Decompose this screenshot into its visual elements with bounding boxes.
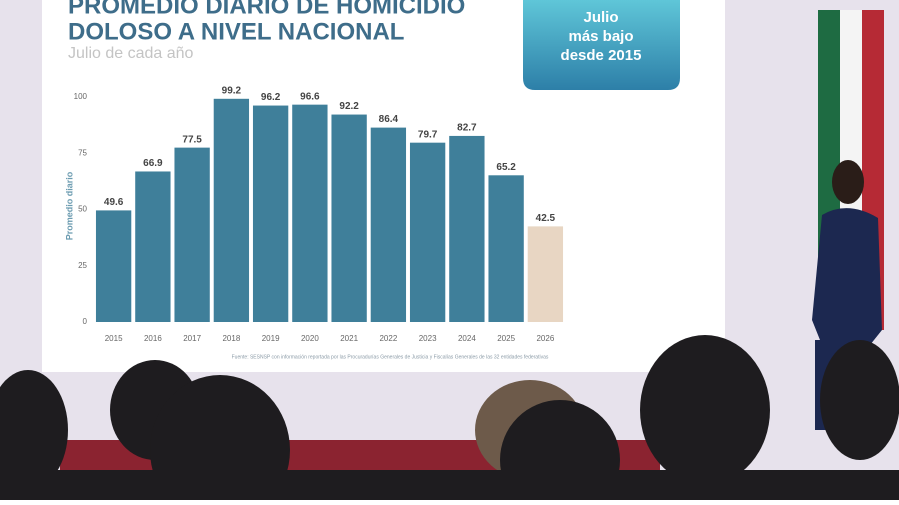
- x-tick-label: 2016: [144, 334, 162, 343]
- bar: [213, 98, 250, 322]
- x-tick-label: 2021: [340, 334, 358, 343]
- value-label: 79.7: [418, 129, 438, 140]
- value-label: 49.6: [104, 197, 124, 208]
- value-label: 86.4: [379, 114, 399, 125]
- y-tick-label: 100: [74, 92, 88, 101]
- audience: [0, 335, 899, 505]
- bar: [449, 135, 485, 322]
- chart-title: PROMEDIO DIARIO DE HOMICIDIO: [68, 0, 465, 19]
- y-axis-label: Promedio diario: [64, 171, 74, 240]
- x-tick-label: 2015: [105, 334, 123, 343]
- bar: [95, 210, 132, 322]
- bar: [409, 142, 446, 322]
- bar: [331, 114, 367, 322]
- x-tick-label: 2026: [536, 334, 554, 343]
- callout-text: más bajo: [568, 28, 633, 45]
- value-label: 77.5: [182, 134, 202, 145]
- bar: [370, 127, 407, 322]
- value-label: 96.2: [261, 92, 281, 103]
- value-label: 99.2: [222, 85, 242, 96]
- bar: [252, 105, 289, 322]
- y-tick-label: 25: [78, 261, 87, 270]
- bar: [135, 171, 171, 322]
- x-tick-label: 2019: [262, 334, 280, 343]
- bar: [174, 147, 210, 322]
- bar: [488, 175, 524, 322]
- y-tick-label: 0: [83, 317, 88, 326]
- bar: [292, 104, 328, 323]
- value-label: 65.2: [496, 162, 516, 173]
- x-tick-label: 2023: [419, 334, 437, 343]
- value-label: 92.2: [339, 101, 359, 112]
- x-tick-label: 2017: [183, 334, 201, 343]
- value-label: 42.5: [536, 213, 556, 224]
- speaker-head: [832, 160, 864, 204]
- callout-box: [523, 0, 680, 90]
- x-tick-label: 2022: [379, 334, 397, 343]
- speaker-body: [812, 208, 882, 345]
- x-tick-label: 2020: [301, 334, 319, 343]
- chart-subtitle: Julio de cada año: [68, 45, 194, 62]
- source-note: Fuente: SESNSP con información reportada…: [232, 354, 549, 360]
- chart-title: DOLOSO A NIVEL NACIONAL: [68, 18, 404, 45]
- callout-text: desde 2015: [561, 47, 642, 64]
- bar: [527, 226, 564, 322]
- value-label: 82.7: [457, 123, 477, 134]
- value-label: 96.6: [300, 91, 320, 102]
- value-label: 66.9: [143, 158, 163, 169]
- x-tick-label: 2018: [222, 334, 240, 343]
- x-tick-label: 2025: [497, 334, 515, 343]
- x-tick-label: 2024: [458, 334, 476, 343]
- y-tick-label: 50: [78, 205, 87, 214]
- y-tick-label: 75: [78, 148, 87, 157]
- callout-text: Julio: [583, 9, 618, 26]
